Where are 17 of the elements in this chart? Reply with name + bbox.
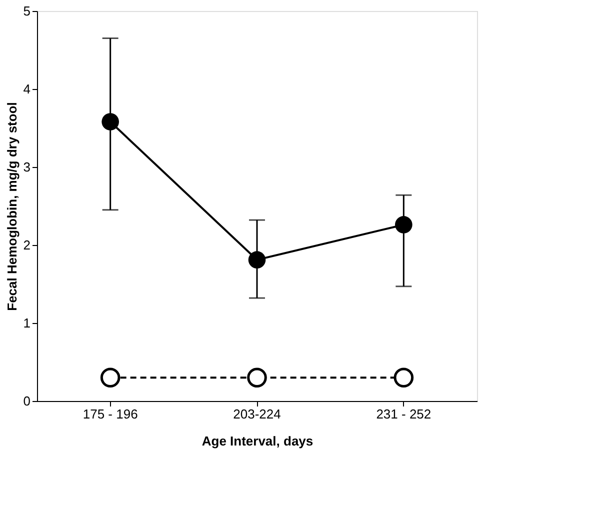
point bbox=[248, 251, 266, 268]
point bbox=[395, 216, 412, 234]
y-tick-label: 1 bbox=[23, 316, 30, 330]
point bbox=[247, 368, 267, 388]
y-tick-label: 0 bbox=[23, 394, 30, 408]
y-tick-label: 2 bbox=[23, 238, 30, 252]
x-tick-label: 231 - 252 bbox=[376, 406, 432, 422]
y-tick-label: 3 bbox=[23, 160, 30, 174]
x-tick-label: 175 - 196 bbox=[82, 406, 138, 422]
x-axis-title: Age Interval, days bbox=[202, 434, 314, 448]
point bbox=[102, 113, 119, 130]
y-tick-label: 4 bbox=[23, 82, 30, 96]
point bbox=[394, 368, 414, 388]
point bbox=[100, 368, 120, 388]
y-axis-title: Fecal Hemoglobin, mg/g dry stool bbox=[4, 102, 20, 311]
x-tick-label: 203-224 bbox=[233, 406, 281, 422]
y-tick-label: 5 bbox=[23, 4, 30, 18]
